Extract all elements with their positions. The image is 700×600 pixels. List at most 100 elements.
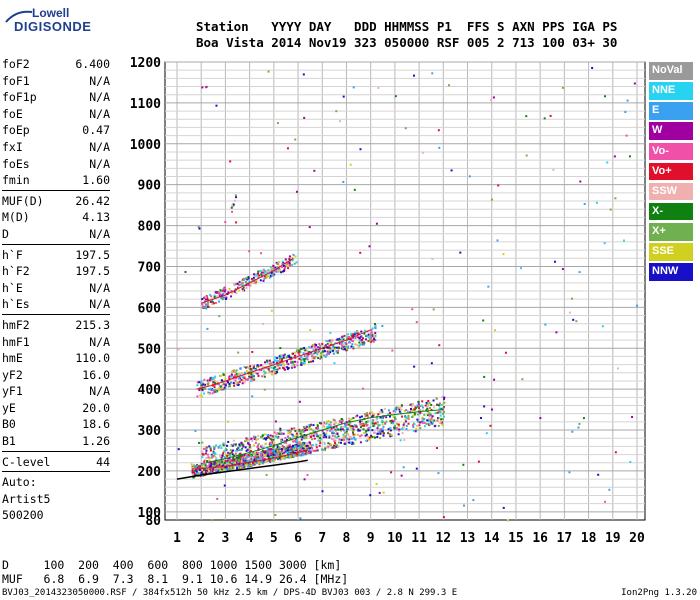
echo-point	[297, 442, 300, 445]
echo-point	[340, 419, 343, 422]
noise-point	[333, 362, 336, 365]
echo-point	[294, 445, 297, 448]
echo-point	[329, 421, 332, 424]
echo-point	[330, 430, 333, 433]
echo-point	[392, 410, 395, 413]
echo-point	[247, 283, 250, 286]
noise-point	[376, 422, 379, 425]
noise-point	[561, 86, 564, 89]
echo-point	[288, 446, 291, 449]
echo-point	[442, 407, 445, 410]
echo-point	[263, 437, 266, 440]
echo-point	[193, 469, 196, 472]
param-name: foF1p	[2, 90, 37, 105]
echo-point	[263, 433, 266, 436]
echo-point	[371, 411, 374, 414]
echo-point	[281, 357, 284, 360]
echo-point	[230, 451, 233, 454]
echo-point	[314, 345, 317, 348]
echo-point	[247, 374, 250, 377]
echo-point	[191, 472, 194, 475]
echo-point	[269, 361, 272, 364]
echo-point	[372, 336, 375, 339]
echo-point	[215, 390, 218, 393]
legend-item: NoVal	[649, 62, 693, 80]
echo-point	[274, 372, 277, 375]
echo-point	[365, 334, 368, 337]
noise-point	[544, 323, 547, 326]
echo-point	[337, 349, 340, 352]
echo-point	[358, 337, 361, 340]
echo-point	[217, 460, 220, 463]
param-name: fmin	[2, 173, 30, 188]
echo-point	[212, 450, 215, 453]
echo-point	[222, 460, 225, 463]
echo-point	[387, 413, 390, 416]
noise-point	[309, 329, 312, 332]
noise-point	[342, 95, 345, 98]
echo-point	[226, 444, 229, 447]
echo-point	[275, 261, 278, 264]
param-value: 4.13	[82, 210, 110, 225]
echo-point	[226, 460, 229, 463]
echo-point	[274, 356, 277, 359]
echo-point	[379, 432, 382, 435]
echo-point	[298, 428, 301, 431]
echo-point	[266, 367, 269, 370]
echo-point	[196, 395, 199, 398]
echo-point	[203, 460, 206, 463]
echo-point	[421, 417, 424, 420]
echo-point	[355, 424, 358, 427]
echo-point	[315, 349, 318, 352]
echo-point	[219, 459, 222, 462]
echo-point	[309, 435, 312, 438]
echo-point	[296, 447, 299, 450]
echo-point	[275, 360, 278, 363]
echo-point	[228, 454, 231, 457]
echo-point	[208, 393, 211, 396]
y-tick-label: 800	[138, 220, 162, 235]
echo-point	[258, 458, 261, 461]
echo-point	[270, 373, 273, 376]
echo-point	[247, 464, 250, 467]
echo-point	[238, 464, 241, 467]
noise-point	[263, 388, 266, 391]
echo-point	[258, 369, 261, 372]
echo-point	[256, 451, 259, 454]
echo-point	[428, 401, 431, 404]
echo-point	[333, 423, 336, 426]
echo-point	[311, 353, 314, 356]
echo-point	[228, 459, 231, 462]
echo-point	[282, 432, 285, 435]
echo-point	[257, 443, 260, 446]
echo-point	[300, 359, 303, 362]
echo-point	[212, 381, 215, 384]
echo-point	[325, 434, 328, 437]
echo-point	[379, 437, 382, 440]
echo-point	[349, 423, 352, 426]
echo-point	[344, 345, 347, 348]
param-row: h`E N/A	[2, 280, 110, 297]
echo-point	[229, 454, 232, 457]
echo-point	[200, 472, 203, 475]
echo-point	[360, 335, 363, 338]
echo-point	[354, 433, 357, 436]
echo-point	[196, 465, 199, 468]
echo-point	[293, 427, 296, 430]
echo-point	[430, 403, 433, 406]
echo-point	[302, 430, 305, 433]
param-name: h`Es	[2, 297, 30, 312]
x-tick-label: 15	[508, 531, 524, 546]
echo-point	[303, 347, 306, 350]
param-group-muf: MUF(D) 26.42 M(D) 4.13 D N/A	[2, 193, 110, 243]
echo-point	[203, 387, 206, 390]
echo-point	[230, 206, 233, 209]
echo-point	[251, 370, 254, 373]
echo-point	[249, 454, 252, 457]
echo-point	[288, 447, 291, 450]
echo-point	[207, 391, 210, 394]
echo-point	[275, 357, 278, 360]
echo-point	[344, 422, 347, 425]
echo-point	[276, 359, 279, 362]
echo-point	[284, 266, 287, 269]
